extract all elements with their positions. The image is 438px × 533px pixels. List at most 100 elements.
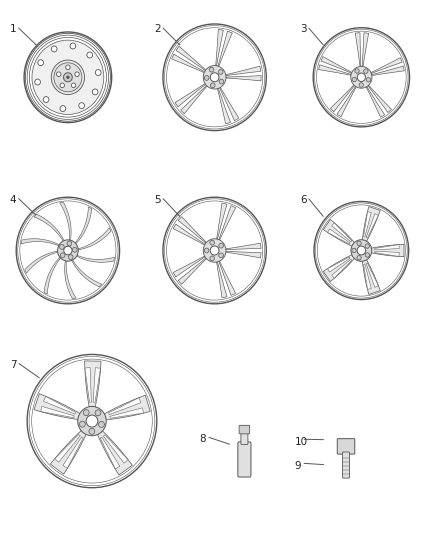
Polygon shape [218,88,230,124]
Polygon shape [176,46,206,70]
Polygon shape [364,212,371,237]
Polygon shape [366,214,378,238]
Polygon shape [323,254,355,281]
Ellipse shape [163,197,266,304]
Polygon shape [85,361,101,408]
Polygon shape [34,394,81,419]
Polygon shape [219,206,236,240]
Ellipse shape [60,106,66,111]
Polygon shape [332,223,352,242]
Ellipse shape [66,65,70,70]
Ellipse shape [70,43,76,49]
Ellipse shape [203,239,226,262]
Ellipse shape [219,253,223,258]
Ellipse shape [27,354,157,488]
Ellipse shape [89,429,95,434]
Ellipse shape [75,72,79,76]
Ellipse shape [203,66,226,89]
Polygon shape [371,244,404,257]
Polygon shape [76,255,114,262]
Ellipse shape [357,246,366,255]
Text: 3: 3 [300,24,307,34]
Polygon shape [97,430,132,475]
Ellipse shape [27,35,109,119]
Polygon shape [323,220,355,247]
Polygon shape [337,86,356,117]
FancyBboxPatch shape [238,442,251,477]
Ellipse shape [357,73,365,82]
Ellipse shape [51,60,85,94]
Polygon shape [362,33,369,67]
Polygon shape [218,31,232,67]
Polygon shape [328,229,350,244]
Polygon shape [219,87,239,120]
Polygon shape [226,251,261,258]
Ellipse shape [365,253,369,257]
Polygon shape [366,86,385,117]
Ellipse shape [210,246,219,255]
Text: 1: 1 [10,24,16,34]
Text: 5: 5 [154,195,161,205]
Ellipse shape [364,69,368,74]
Polygon shape [181,85,207,114]
Ellipse shape [60,253,65,257]
Polygon shape [178,216,206,243]
Ellipse shape [68,255,73,260]
Ellipse shape [219,243,223,248]
Ellipse shape [64,246,72,255]
Polygon shape [364,264,371,289]
Polygon shape [374,245,399,250]
Ellipse shape [73,247,77,252]
FancyBboxPatch shape [241,431,248,445]
Ellipse shape [25,34,110,121]
Polygon shape [368,85,392,112]
Polygon shape [85,368,91,402]
Ellipse shape [219,79,224,84]
Polygon shape [77,228,111,250]
Ellipse shape [79,103,85,109]
Ellipse shape [95,70,101,76]
Polygon shape [65,260,76,299]
Polygon shape [371,58,402,74]
Polygon shape [372,66,404,76]
Ellipse shape [210,83,215,88]
Polygon shape [215,29,223,66]
FancyBboxPatch shape [239,425,250,434]
Polygon shape [71,259,102,287]
Polygon shape [216,203,227,239]
Ellipse shape [38,60,43,66]
Text: 10: 10 [294,437,307,447]
Text: 8: 8 [199,434,206,445]
Polygon shape [366,263,378,287]
Polygon shape [219,261,236,295]
Ellipse shape [351,240,372,261]
Polygon shape [43,397,76,414]
Polygon shape [63,437,83,469]
Polygon shape [74,207,92,245]
Ellipse shape [32,40,104,115]
Ellipse shape [204,76,209,80]
Ellipse shape [352,248,356,253]
Ellipse shape [163,24,266,131]
Text: 7: 7 [10,360,16,370]
Polygon shape [226,243,261,250]
Polygon shape [374,251,399,256]
FancyBboxPatch shape [337,439,355,454]
Polygon shape [226,76,261,81]
Ellipse shape [359,83,364,87]
Ellipse shape [29,37,106,117]
Polygon shape [362,207,380,242]
Ellipse shape [54,63,82,92]
Ellipse shape [16,197,120,304]
Ellipse shape [43,96,49,102]
Polygon shape [173,256,205,277]
Ellipse shape [355,69,359,73]
Polygon shape [93,368,100,402]
Ellipse shape [78,406,106,436]
Ellipse shape [210,240,215,245]
Ellipse shape [314,201,409,300]
Ellipse shape [86,415,98,427]
Ellipse shape [95,410,101,416]
Ellipse shape [83,410,89,416]
Ellipse shape [209,67,214,72]
